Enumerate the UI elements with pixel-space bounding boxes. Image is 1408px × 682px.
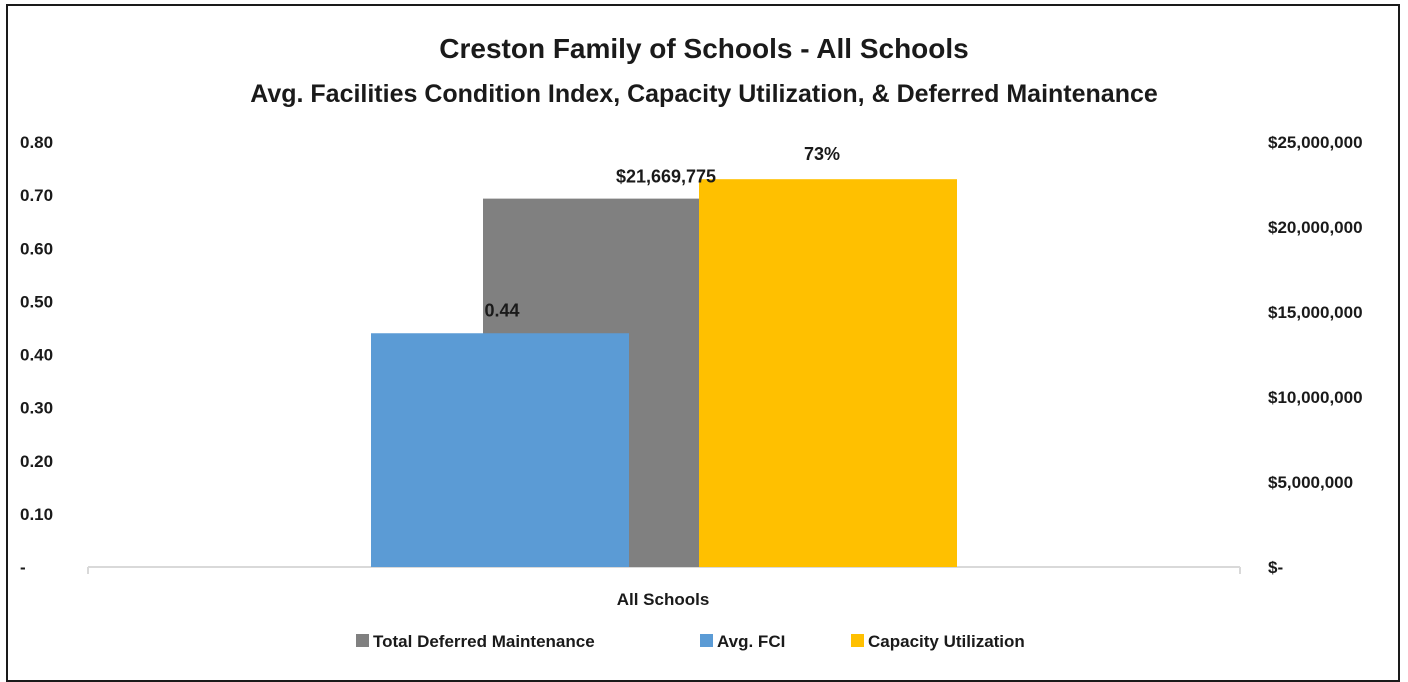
left-axis-tick-label: 0.50 — [20, 292, 53, 311]
chart-title: Creston Family of Schools - All Schools — [439, 33, 968, 64]
left-axis-tick-label: 0.30 — [20, 399, 53, 418]
legend-swatch-capacity-utilization — [851, 634, 864, 647]
right-axis-tick-label: $10,000,000 — [1268, 388, 1363, 407]
chart-subtitle: Avg. Facilities Condition Index, Capacit… — [250, 80, 1158, 108]
right-axis-tick-label: $15,000,000 — [1268, 303, 1363, 322]
bar-capacity-utilization — [699, 179, 957, 567]
left-axis-tick-label: 0.40 — [20, 346, 53, 365]
right-axis-tick-label: $20,000,000 — [1268, 218, 1363, 237]
left-axis-tick-label: 0.80 — [20, 133, 53, 152]
left-axis-tick-label: 0.60 — [20, 239, 53, 258]
left-axis-tick-label: 0.20 — [20, 452, 53, 471]
legend-swatch-total-deferred-maintenance — [356, 634, 369, 647]
legend-swatch-avg-fci — [700, 634, 713, 647]
x-axis-category-label: All Schools — [617, 590, 710, 609]
data-label-total-deferred-maintenance: $21,669,775 — [616, 167, 716, 187]
bar-avg-fci — [371, 333, 629, 567]
left-axis-tick-label: 0.70 — [20, 186, 53, 205]
data-label-avg-fci: 0.44 — [484, 300, 519, 320]
legend-label-capacity-utilization: Capacity Utilization — [868, 632, 1025, 651]
data-label-capacity-utilization: 73% — [804, 144, 840, 164]
left-axis-tick-label: 0.10 — [20, 505, 53, 524]
right-axis-tick-label: $- — [1268, 558, 1283, 577]
right-axis-tick-label: $5,000,000 — [1268, 473, 1353, 492]
left-axis-tick-label: - — [20, 558, 26, 577]
legend-label-total-deferred-maintenance: Total Deferred Maintenance — [373, 632, 595, 651]
right-axis-tick-label: $25,000,000 — [1268, 133, 1363, 152]
legend-label-avg-fci: Avg. FCI — [717, 632, 785, 651]
